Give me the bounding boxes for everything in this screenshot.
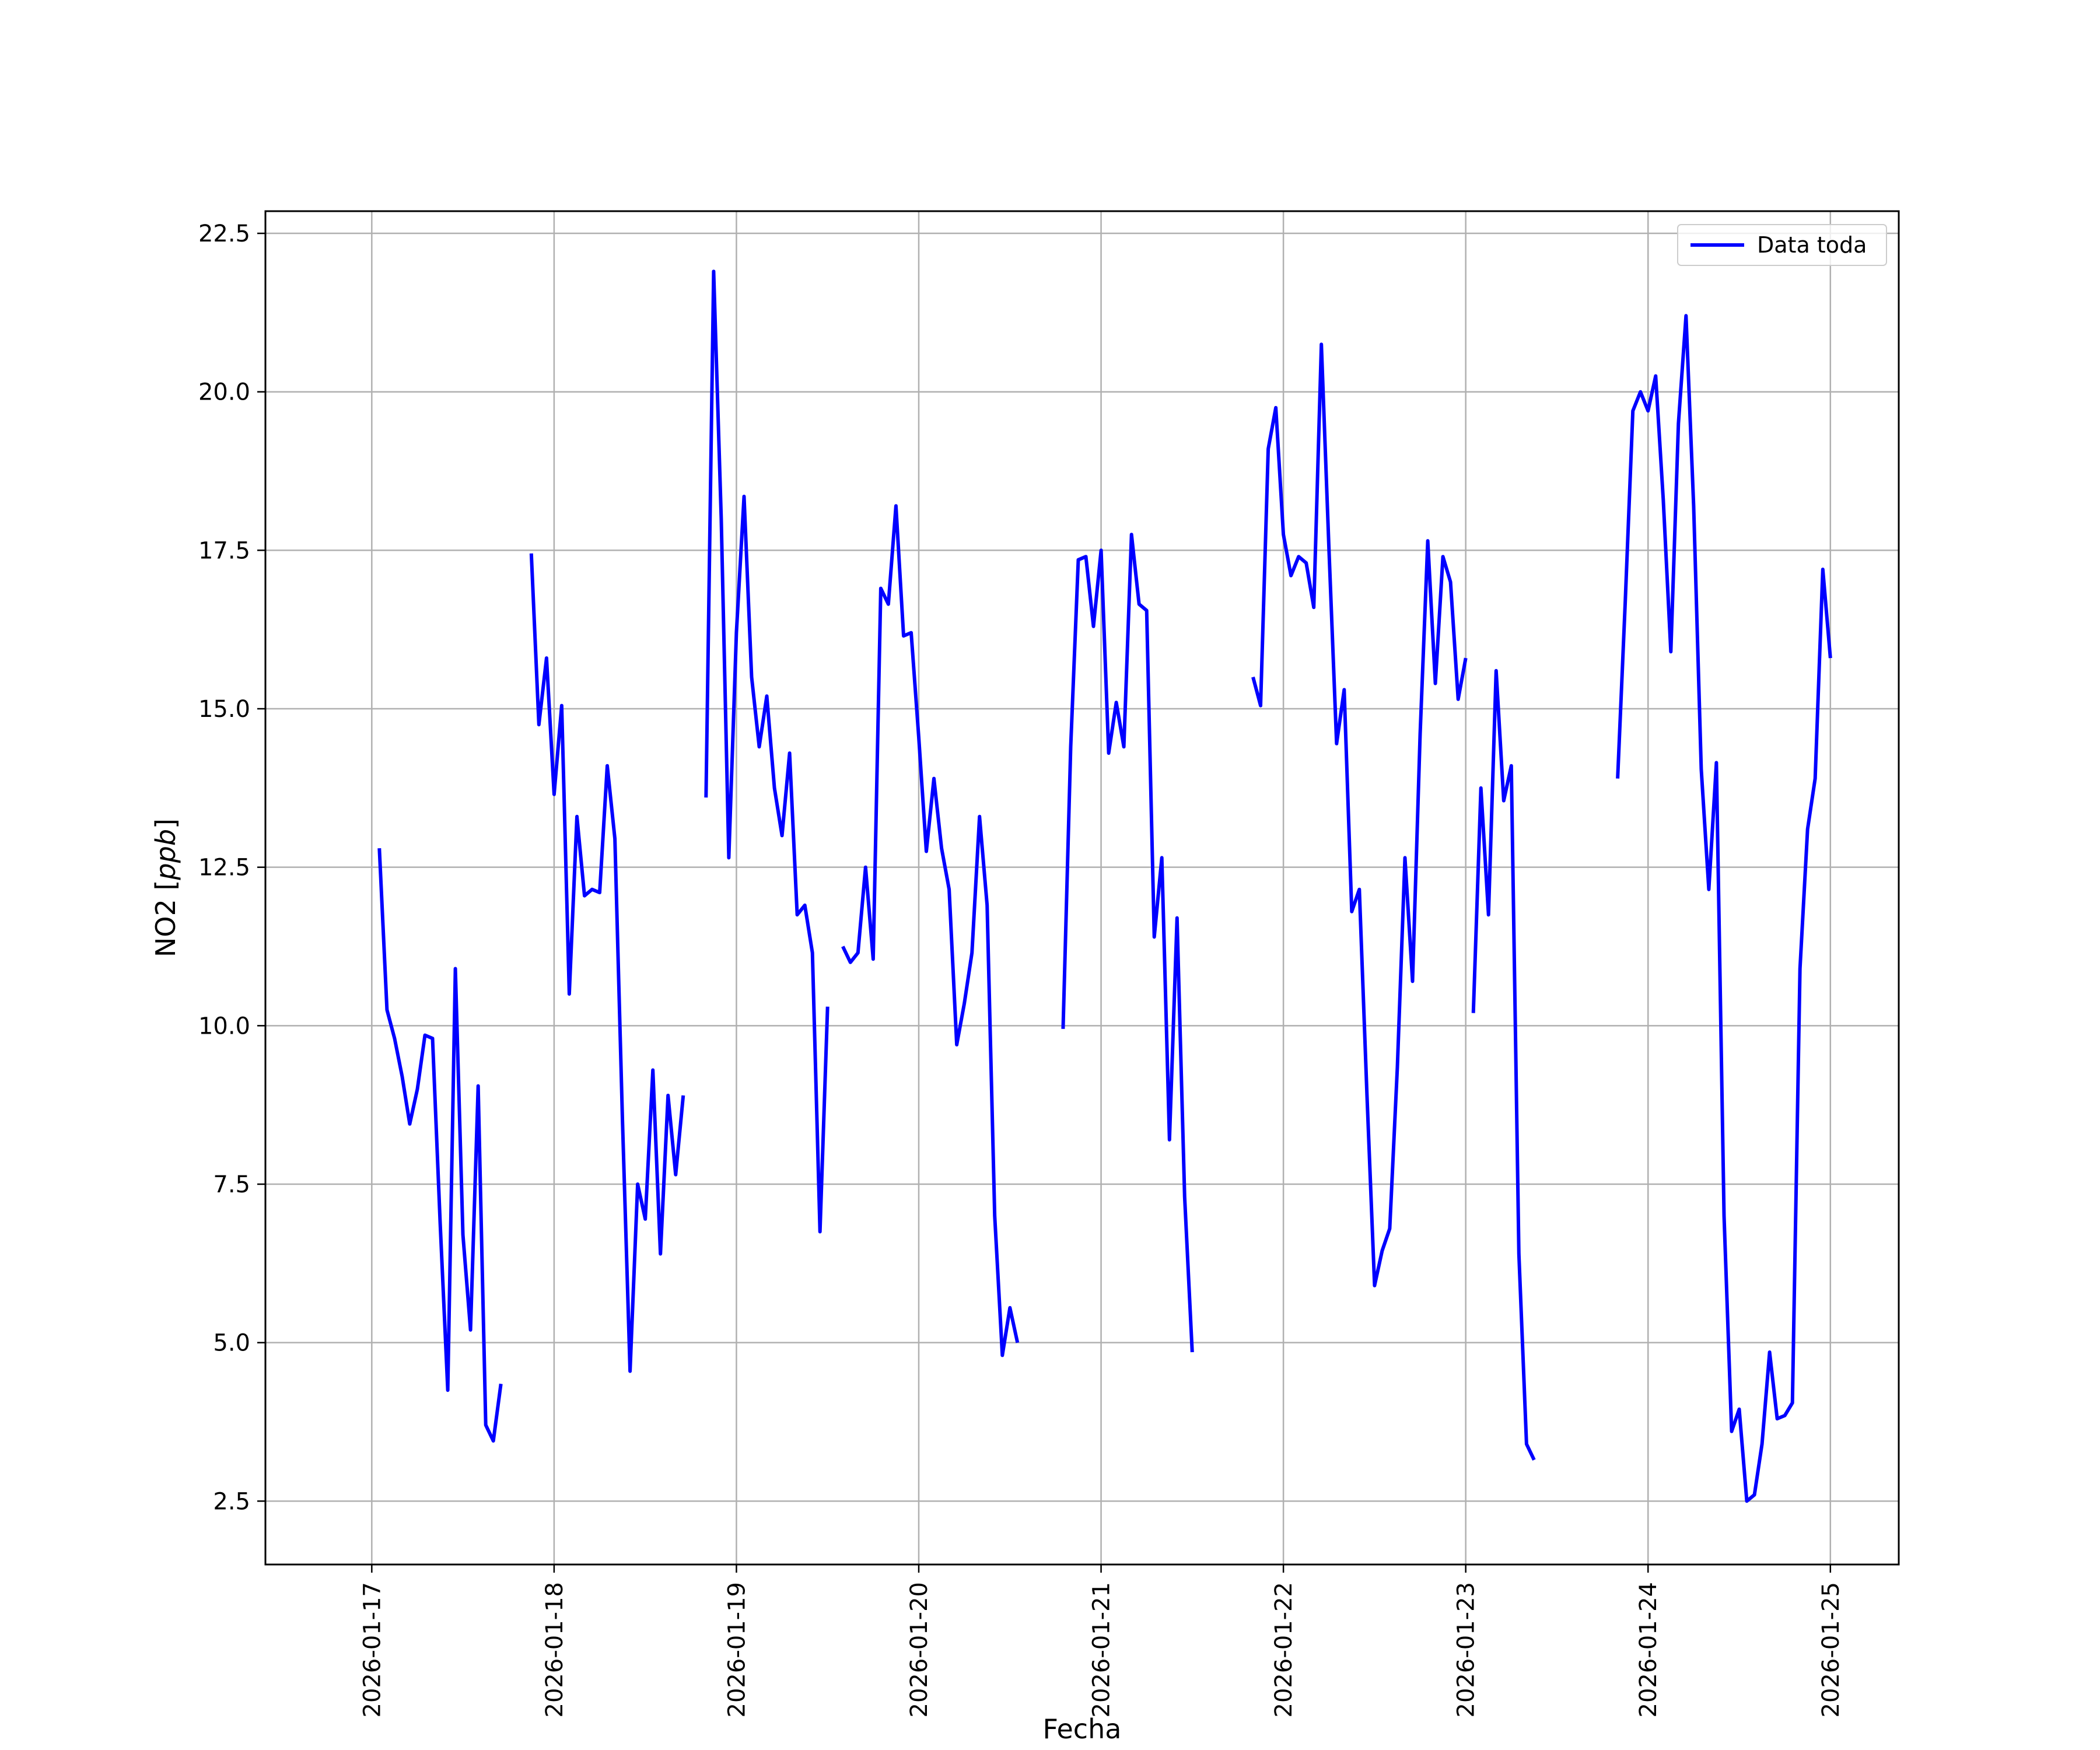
y-axis-label: NO2 [ppb]: [150, 818, 181, 957]
series-line-segment: [1616, 314, 1832, 1503]
x-tick-label: 2026-01-18: [541, 1582, 568, 1717]
plot-area-frame: [264, 210, 1900, 1566]
legend-label: Data toda: [1757, 232, 1867, 258]
ticks: 2026-01-17 2026-01-18 2026-01-19 2026-01-20…: [198, 220, 1845, 1717]
y-tick-label: 7.5: [213, 1171, 250, 1198]
series-line-segment: [529, 553, 685, 1373]
grid: [265, 211, 1899, 1564]
y-tick-label: 12.5: [198, 855, 250, 881]
x-tick-label: 2026-01-24: [1635, 1582, 1662, 1717]
x-axis-label: Fecha: [1043, 1713, 1122, 1745]
legend-box: [1677, 224, 1887, 266]
y-tick-label: 10.0: [198, 1013, 250, 1040]
x-tick-label: 2026-01-17: [359, 1582, 386, 1717]
y-axis-label-close: ]: [150, 818, 181, 829]
y-tick-label: 22.5: [198, 220, 250, 247]
legend: Data toda: [1677, 224, 1887, 266]
x-tick-label: 2026-01-22: [1270, 1582, 1297, 1717]
series-line-segment: [1471, 668, 1536, 1461]
y-tick-label: 20.0: [198, 379, 250, 406]
y-tick-label: 5.0: [213, 1330, 250, 1357]
series-line-segment: [1251, 342, 1468, 1287]
x-tick-label: 2026-01-21: [1088, 1582, 1115, 1717]
y-tick-label: 2.5: [213, 1488, 250, 1515]
y-axis-label-unit: ppb: [150, 829, 181, 881]
x-tick-label: 2026-01-23: [1453, 1582, 1480, 1717]
x-tick-label: 2026-01-19: [723, 1582, 750, 1717]
series-lines: [377, 270, 1832, 1503]
x-tick-label: 2026-01-20: [906, 1582, 933, 1717]
series-line-segment: [841, 504, 1020, 1357]
y-tick-label: 17.5: [198, 537, 250, 564]
series-line-segment: [1061, 533, 1194, 1353]
series-line-segment: [704, 270, 830, 1234]
y-tick-label: 15.0: [198, 696, 250, 723]
series-line-segment: [377, 848, 503, 1443]
y-axis-label-main: NO2 [: [150, 880, 181, 957]
x-tick-label: 2026-01-25: [1818, 1582, 1845, 1717]
